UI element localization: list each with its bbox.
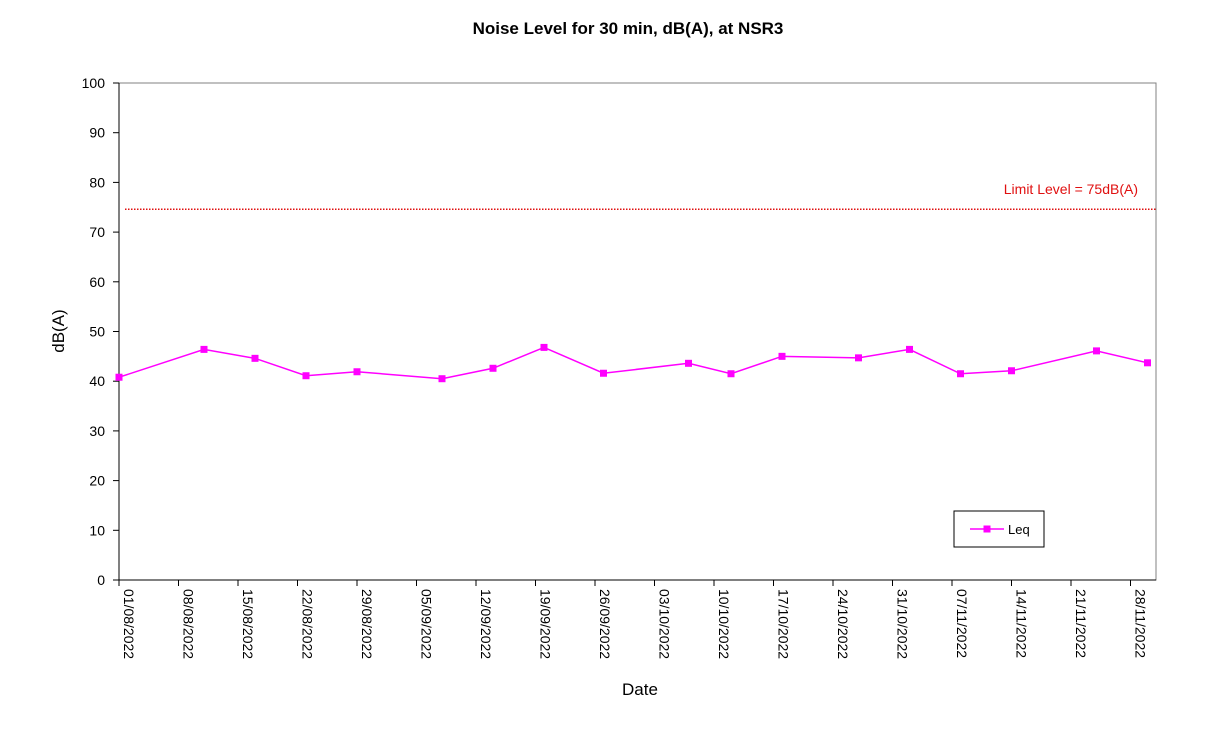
data-point <box>1144 359 1151 367</box>
y-tick-label: 80 <box>89 174 105 190</box>
x-tick-label: 17/10/2022 <box>776 589 792 659</box>
data-point <box>778 352 786 360</box>
y-tick-label: 10 <box>89 522 105 538</box>
x-tick-label: 12/09/2022 <box>478 589 494 659</box>
legend: Leq <box>953 510 1045 548</box>
x-tick-label: 15/08/2022 <box>240 589 256 659</box>
series-group <box>115 343 1151 383</box>
data-point <box>489 364 497 372</box>
x-tick-label: 29/08/2022 <box>359 589 375 659</box>
data-point <box>906 345 913 353</box>
x-tick-label: 19/09/2022 <box>538 589 554 659</box>
data-point <box>855 354 862 362</box>
x-tick-label: 22/08/2022 <box>300 589 316 659</box>
legend-series-label: Leq <box>1008 522 1030 537</box>
legend-series-marker <box>983 525 991 533</box>
y-tick-label: 20 <box>89 473 105 489</box>
x-tick-label: 31/10/2022 <box>895 589 911 659</box>
x-tick-label: 26/09/2022 <box>597 589 613 659</box>
y-tick-label: 100 <box>82 75 106 91</box>
data-point <box>438 375 446 383</box>
data-point <box>302 372 310 380</box>
x-tick-label: 10/10/2022 <box>716 589 732 659</box>
data-point <box>727 370 735 378</box>
x-tick-label: 03/10/2022 <box>657 589 673 659</box>
data-point <box>1008 367 1015 375</box>
data-point <box>685 359 692 367</box>
y-tick-label: 0 <box>97 572 105 588</box>
data-point <box>600 369 607 377</box>
y-tick-label: 40 <box>89 373 105 389</box>
data-point <box>1093 347 1100 355</box>
data-point <box>251 354 259 362</box>
y-axis-label: dB(A) <box>49 309 68 352</box>
y-axis: 0 10 20 30 40 50 60 70 80 90 100 <box>82 75 120 588</box>
series-line-leq <box>118 346 1148 380</box>
x-tick-label: 24/10/2022 <box>835 589 851 659</box>
data-point <box>353 368 361 376</box>
x-tick-label: 14/11/2022 <box>1014 589 1030 658</box>
y-tick-label: 70 <box>89 224 105 240</box>
x-tick-label: 28/11/2022 <box>1133 589 1149 658</box>
y-tick-label: 30 <box>89 423 105 439</box>
y-tick-label: 90 <box>89 125 105 141</box>
data-point <box>115 373 123 381</box>
x-axis: 01/08/2022 08/08/2022 15/08/2022 22/08/2022… <box>118 579 1156 659</box>
chart-title: Noise Level for 30 min, dB(A), at NSR3 <box>473 19 784 38</box>
data-point <box>957 370 964 378</box>
data-point <box>200 345 208 353</box>
x-tick-label: 01/08/2022 <box>121 589 137 659</box>
y-tick-label: 50 <box>89 324 105 340</box>
x-tick-label: 21/11/2022 <box>1073 589 1089 658</box>
limit-group: Limit Level = 75dB(A) <box>125 181 1156 211</box>
limit-label: Limit Level = 75dB(A) <box>1004 181 1138 197</box>
x-tick-label: 07/11/2022 <box>954 589 970 658</box>
y-tick-label: 60 <box>89 274 105 290</box>
x-tick-label: 08/08/2022 <box>181 589 197 659</box>
data-point <box>540 343 548 351</box>
x-axis-label: Date <box>622 680 658 699</box>
x-tick-label: 05/09/2022 <box>419 589 435 659</box>
plot-area <box>118 82 1157 581</box>
